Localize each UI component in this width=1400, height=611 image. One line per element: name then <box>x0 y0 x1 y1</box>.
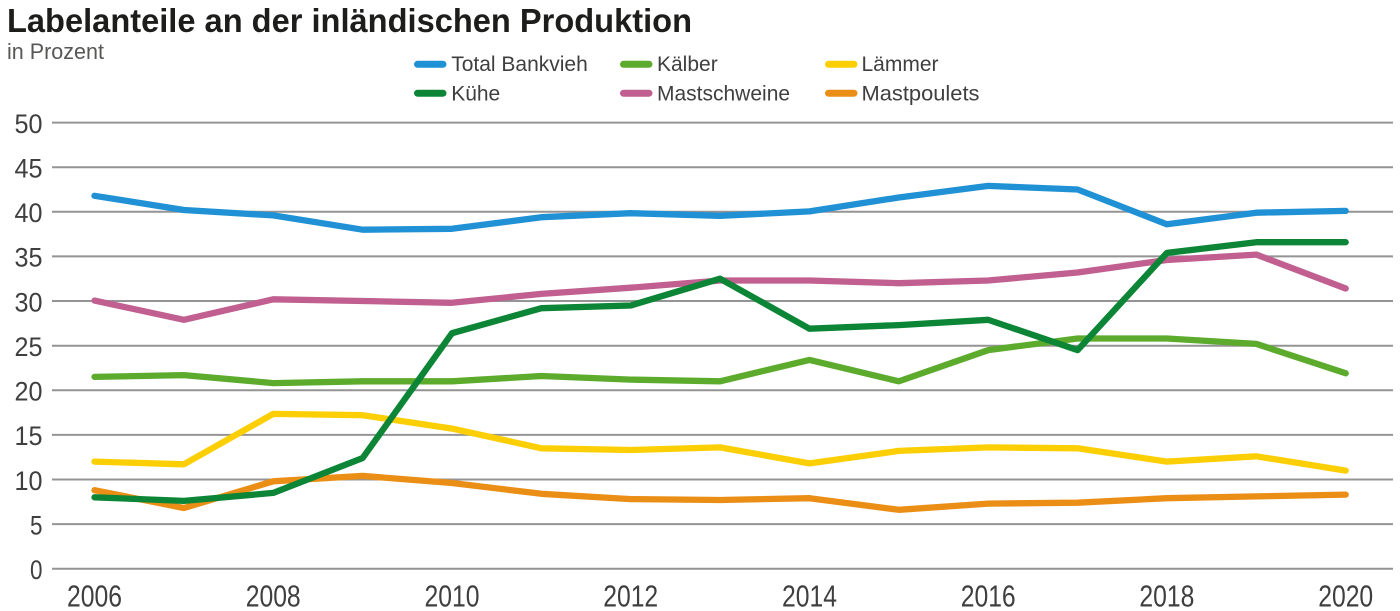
svg-text:2012: 2012 <box>603 579 658 611</box>
svg-text:0: 0 <box>30 555 43 585</box>
svg-text:25: 25 <box>15 332 43 362</box>
svg-text:5: 5 <box>30 510 43 540</box>
svg-text:2018: 2018 <box>1139 579 1194 611</box>
svg-text:Mastpoulets: Mastpoulets <box>862 82 980 105</box>
svg-text:2014: 2014 <box>782 579 837 611</box>
svg-text:15: 15 <box>15 421 43 451</box>
svg-text:20: 20 <box>15 377 43 407</box>
svg-text:30: 30 <box>15 287 43 317</box>
svg-text:Kühe: Kühe <box>451 82 500 105</box>
svg-text:Total Bankvieh: Total Bankvieh <box>451 53 588 76</box>
svg-text:2006: 2006 <box>67 579 122 611</box>
svg-text:2008: 2008 <box>246 579 301 611</box>
svg-text:Lämmer: Lämmer <box>862 53 939 76</box>
svg-text:Kälber: Kälber <box>657 53 718 76</box>
svg-text:50: 50 <box>15 109 43 139</box>
svg-text:Labelanteile an der inländisch: Labelanteile an der inländischen Produkt… <box>7 2 692 39</box>
svg-text:40: 40 <box>15 198 43 228</box>
svg-text:in Prozent: in Prozent <box>7 39 104 64</box>
svg-text:10: 10 <box>15 466 43 496</box>
svg-text:2010: 2010 <box>425 579 480 611</box>
svg-text:2016: 2016 <box>961 579 1016 611</box>
svg-text:35: 35 <box>15 243 43 273</box>
svg-text:45: 45 <box>15 154 43 184</box>
svg-text:Mastschweine: Mastschweine <box>657 82 790 105</box>
svg-text:2020: 2020 <box>1318 579 1373 611</box>
